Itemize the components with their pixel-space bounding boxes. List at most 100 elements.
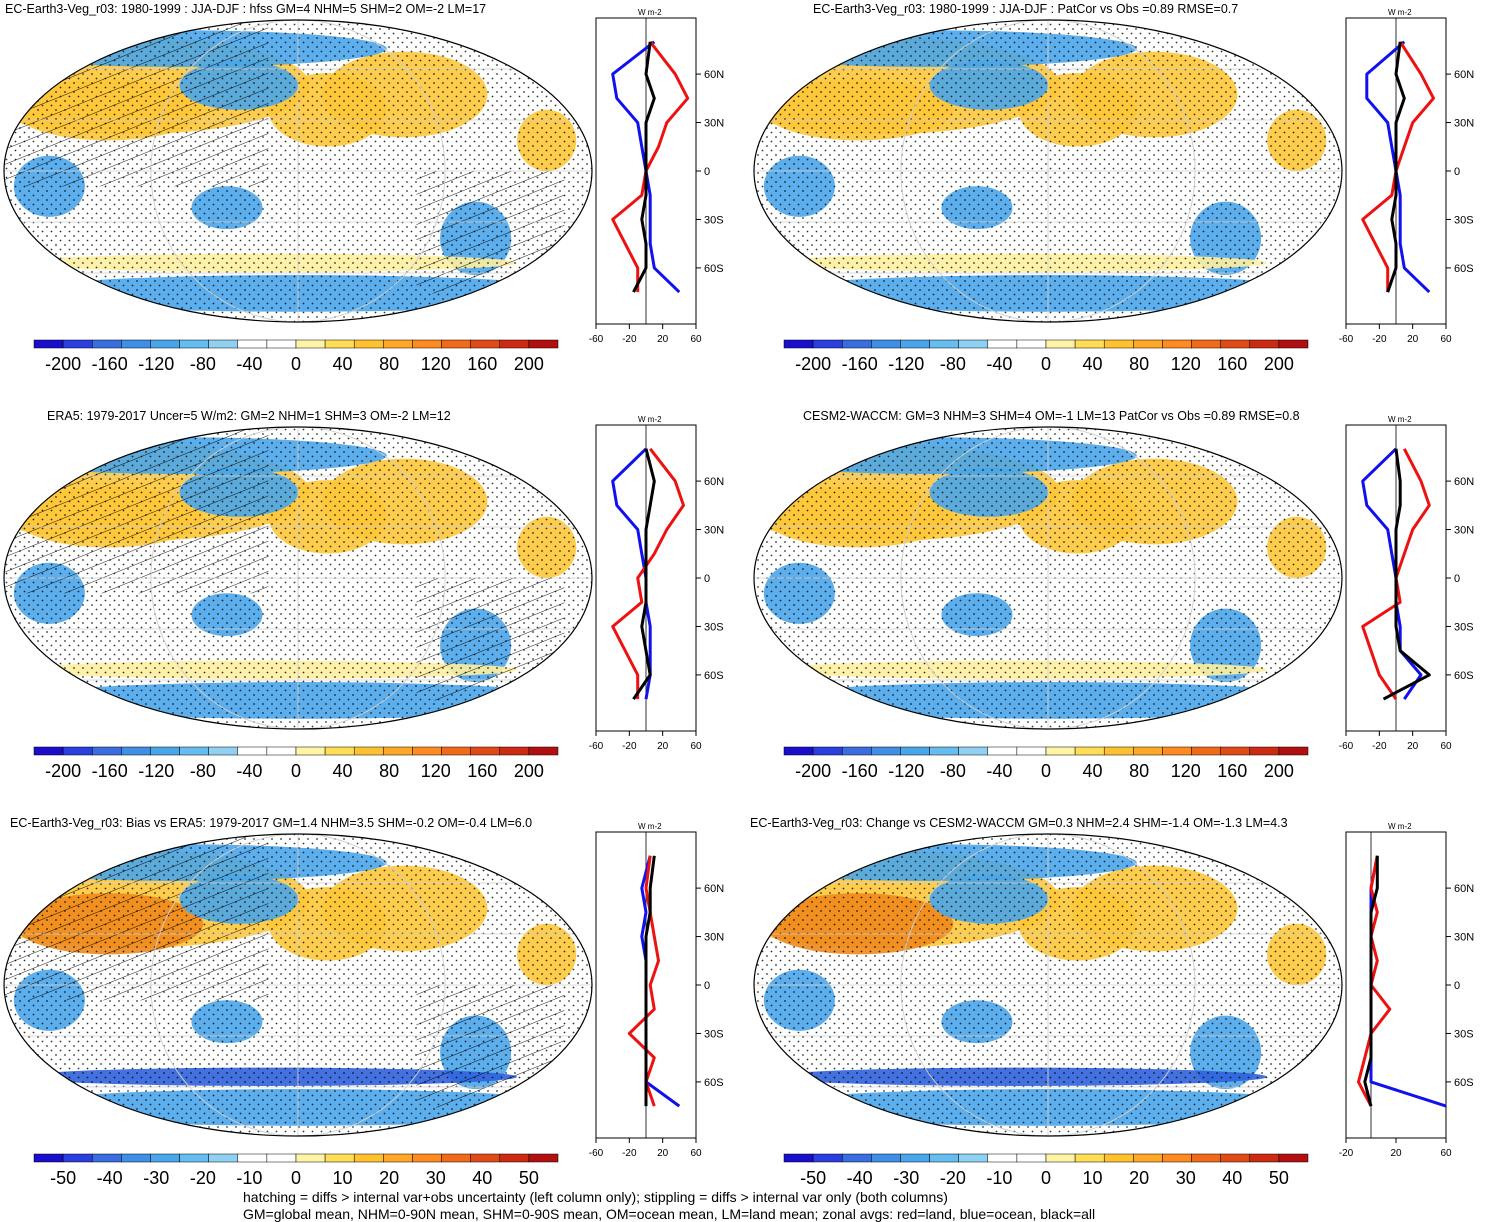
lat-label: 60N — [1454, 883, 1474, 895]
colorbar-swatch — [871, 1154, 900, 1162]
lat-label: 30S — [1454, 621, 1474, 633]
colorbar-swatch — [500, 340, 529, 348]
colorbar-label: 80 — [379, 354, 399, 374]
x-tick-label: 20 — [657, 741, 669, 752]
colorbar-label: 0 — [291, 761, 301, 781]
colorbar-label: 120 — [1171, 761, 1201, 781]
colorbar-swatch — [442, 1154, 471, 1162]
colorbar-swatch — [1046, 340, 1075, 348]
colorbar-swatch — [267, 340, 296, 348]
colorbar-label: 120 — [421, 761, 451, 781]
colorbar-swatch — [1192, 1154, 1221, 1162]
colorbar-swatch — [784, 1154, 813, 1162]
lat-label: 30N — [704, 118, 724, 130]
colorbar-swatch — [813, 747, 842, 755]
colorbar-swatch — [784, 747, 813, 755]
colorbar-swatch — [442, 340, 471, 348]
profile-units: W m-2 — [638, 8, 662, 17]
colorbar-swatch — [209, 747, 238, 755]
hatching — [416, 985, 564, 1107]
colorbar-swatch — [842, 340, 871, 348]
colorbar-label: 0 — [1041, 354, 1051, 374]
colorbar-swatch — [1250, 1154, 1279, 1162]
colorbar-swatch — [1162, 747, 1191, 755]
colorbar-swatch — [1162, 1154, 1191, 1162]
x-tick-label: -60 — [589, 741, 604, 752]
x-tick-label: 20 — [1407, 334, 1419, 345]
lat-label: 60N — [704, 883, 724, 895]
colorbar-swatch — [871, 747, 900, 755]
lat-label: 60S — [704, 1077, 724, 1089]
colorbar-swatch — [1250, 340, 1279, 348]
colorbar-label: 40 — [1083, 761, 1103, 781]
lat-label: 60N — [704, 476, 724, 488]
colorbar-label: 160 — [467, 761, 497, 781]
colorbar-swatch — [121, 747, 150, 755]
colorbar-swatch — [1075, 747, 1104, 755]
colorbar-swatch — [842, 747, 871, 755]
colorbar-label: 200 — [1264, 354, 1294, 374]
profile-units: W m-2 — [638, 415, 662, 424]
colorbar-swatch — [180, 747, 209, 755]
colorbar-swatch — [92, 340, 121, 348]
lat-label: 0 — [1454, 166, 1460, 178]
colorbar-swatch — [1133, 1154, 1162, 1162]
colorbar-swatch — [471, 340, 500, 348]
colorbar-swatch — [209, 1154, 238, 1162]
colorbar-swatch — [500, 1154, 529, 1162]
map-panel-6 — [705, 834, 1344, 1136]
colorbar-swatch — [471, 747, 500, 755]
lat-label: 60N — [1454, 69, 1474, 81]
lat-label: 0 — [704, 573, 710, 585]
map-panel-1 — [0, 18, 594, 322]
colorbar-swatch — [383, 340, 412, 348]
colorbar-label: 80 — [1129, 761, 1149, 781]
profile-frame — [1346, 832, 1446, 1138]
colorbar-label: 0 — [1041, 761, 1051, 781]
colorbar-swatch — [267, 747, 296, 755]
lat-label: 30N — [704, 525, 724, 537]
lat-label: 30S — [704, 214, 724, 226]
lat-label: 0 — [1454, 573, 1460, 585]
colorbar-swatch — [900, 340, 929, 348]
x-tick-label: -20 — [622, 334, 637, 345]
map-panel-2 — [705, 20, 1344, 322]
colorbar-swatch — [92, 1154, 121, 1162]
colorbar-swatch — [209, 340, 238, 348]
colorbar-swatch — [121, 1154, 150, 1162]
colorbar-swatch — [930, 340, 959, 348]
profile-units: W m-2 — [1388, 822, 1412, 831]
colorbar-swatch — [930, 747, 959, 755]
colorbar-swatch — [813, 340, 842, 348]
colorbar-swatch — [1075, 1154, 1104, 1162]
colorbar-label: 40 — [333, 761, 353, 781]
colorbar-swatch — [412, 747, 441, 755]
colorbar-label: 0 — [291, 1168, 301, 1188]
colorbar-swatch — [900, 1154, 929, 1162]
colorbar-swatch — [412, 1154, 441, 1162]
colorbar-label: 120 — [1171, 354, 1201, 374]
colorbar-swatch — [383, 747, 412, 755]
colorbar-label: 10 — [1083, 1168, 1103, 1188]
x-tick-label: 60 — [1440, 1148, 1452, 1159]
colorbar-swatch — [1192, 340, 1221, 348]
colorbar-swatch — [180, 340, 209, 348]
colorbar-swatch — [63, 747, 92, 755]
x-tick-label: -60 — [1339, 741, 1354, 752]
lat-label: 60S — [1454, 1077, 1474, 1089]
colorbar-label: 0 — [1041, 1168, 1051, 1188]
colorbar-swatch — [296, 340, 325, 348]
colorbar-swatch — [813, 1154, 842, 1162]
colorbar-label: -10 — [986, 1168, 1012, 1188]
colorbar-swatch — [988, 1154, 1017, 1162]
colorbar-label: -120 — [138, 761, 174, 781]
colorbar-swatch — [150, 747, 179, 755]
colorbar-label: 30 — [426, 1168, 446, 1188]
colorbar-label: -80 — [190, 354, 216, 374]
colorbar-swatch — [784, 340, 813, 348]
colorbar-label: -160 — [842, 354, 878, 374]
